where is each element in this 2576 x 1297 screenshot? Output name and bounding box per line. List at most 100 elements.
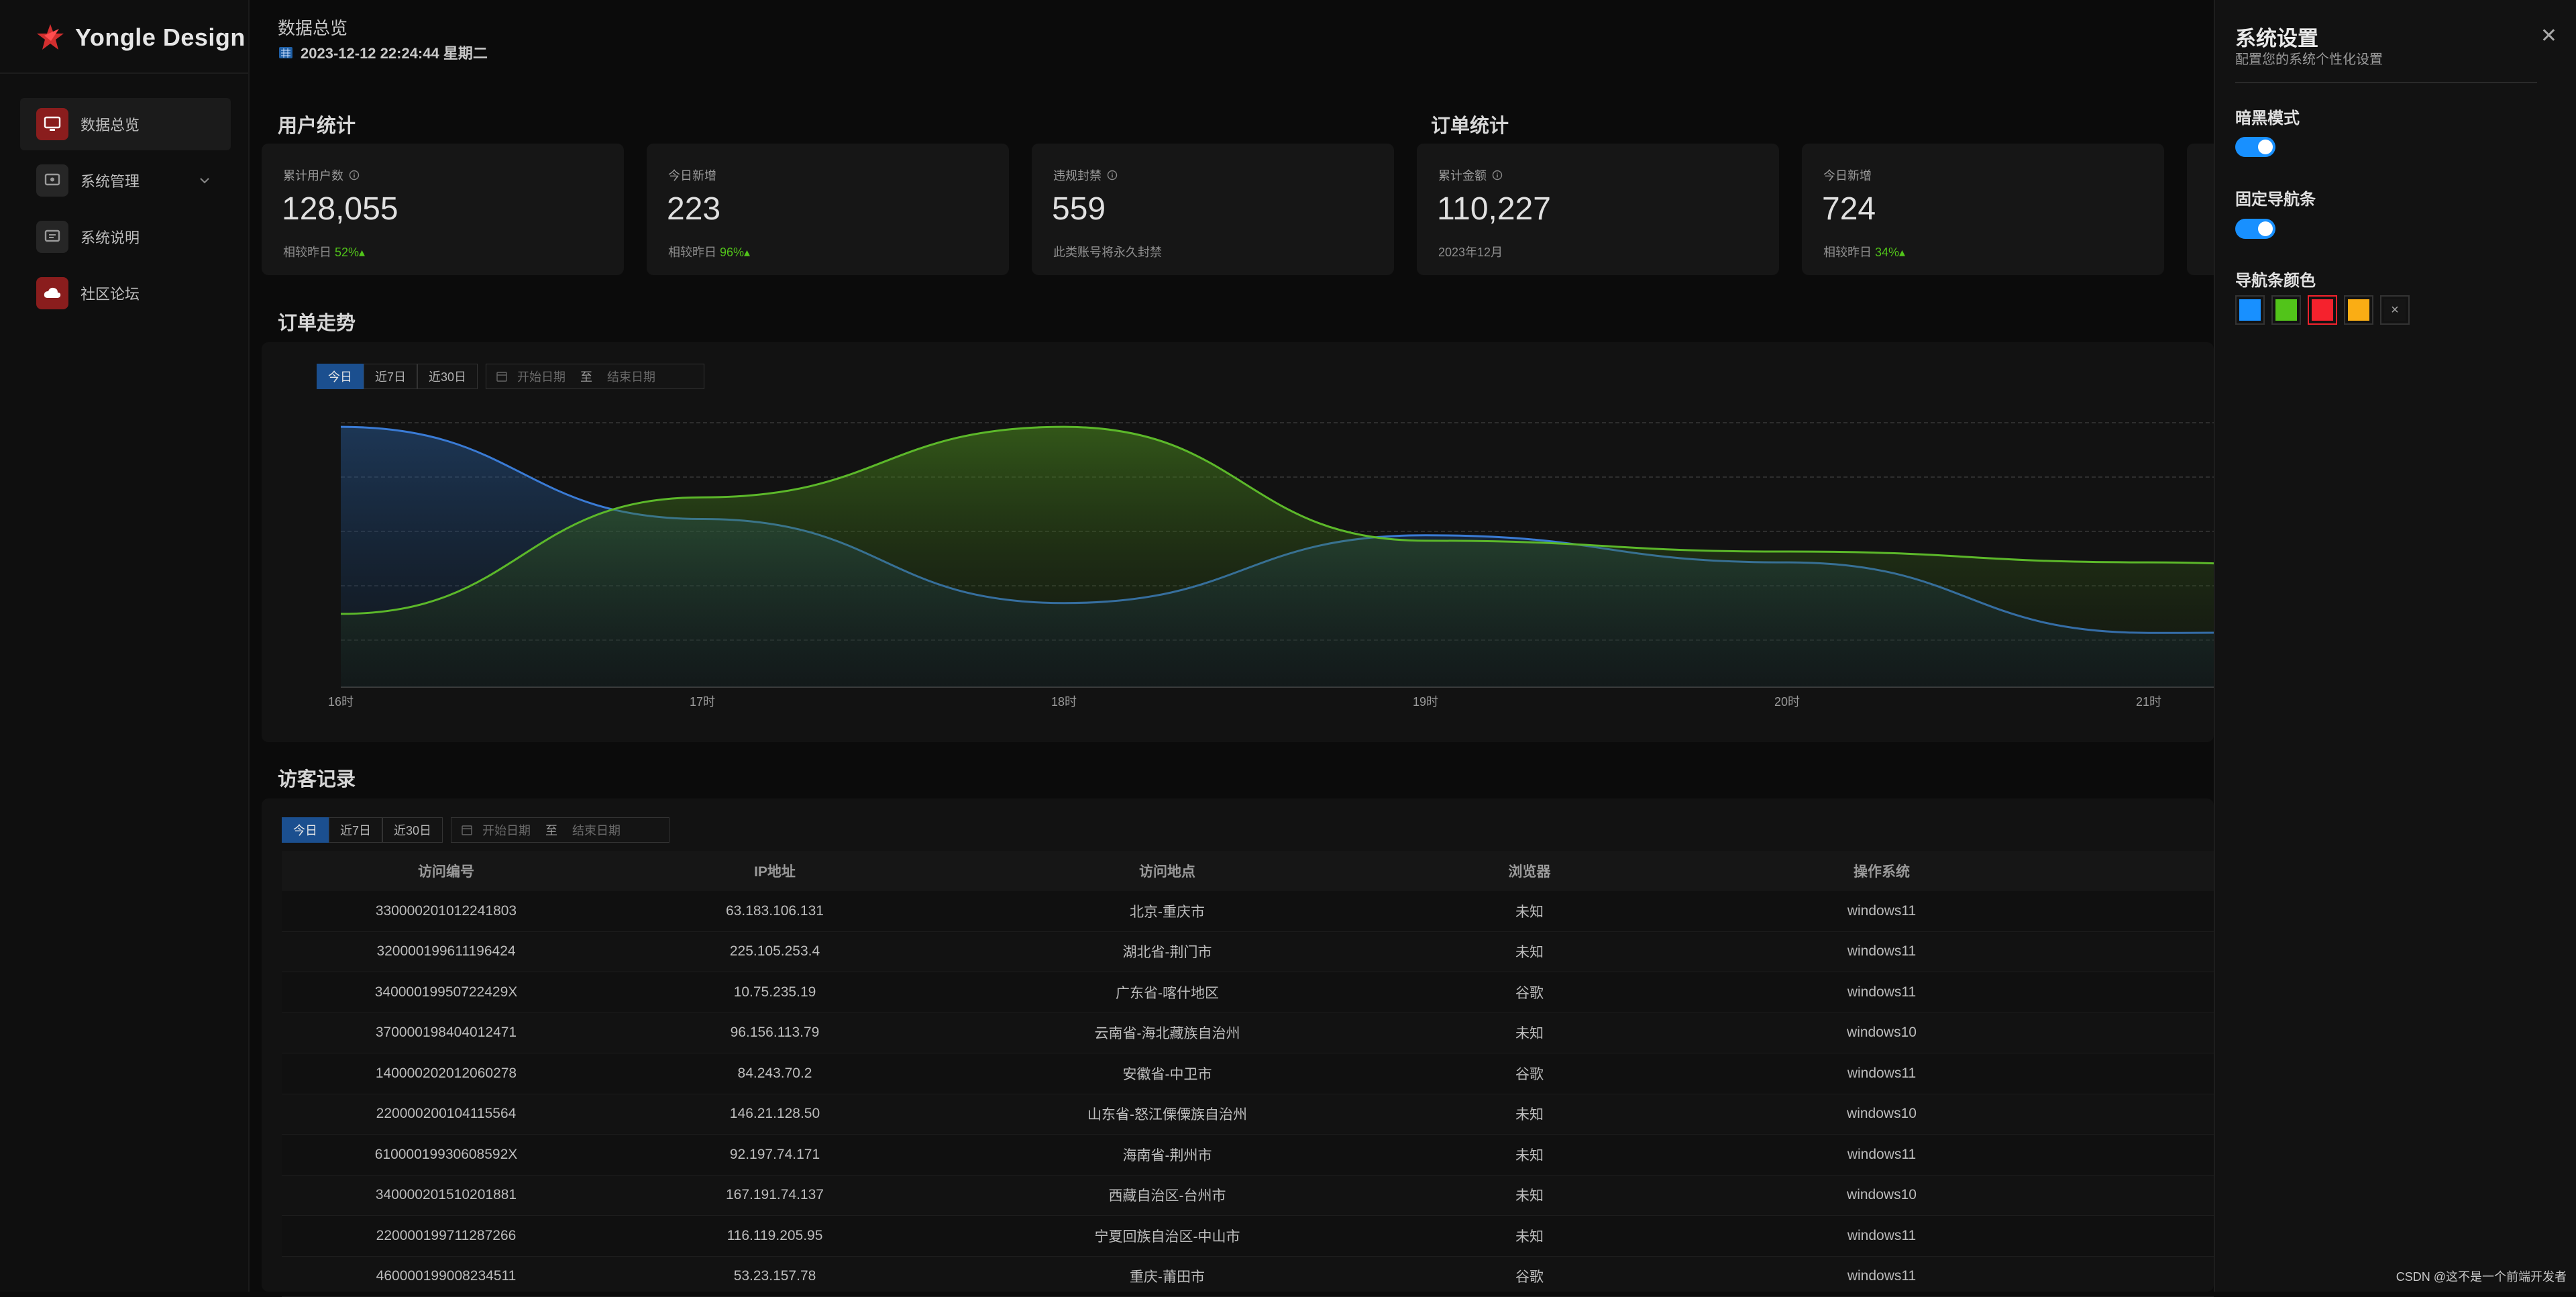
color-swatch-red[interactable] (2308, 295, 2337, 325)
table-cell: 未知 (1395, 901, 1664, 921)
sidebar-item-community[interactable]: 社区论坛 (20, 267, 231, 319)
sidebar-item-label: 社区论坛 (80, 282, 140, 304)
stat-label: 今日新增 (1823, 166, 1872, 184)
monitor-icon (36, 108, 68, 140)
table-cell: 63.183.106.131 (610, 903, 939, 919)
trend-up-icon: ▴ (359, 246, 365, 259)
trend-percent: 34% (1875, 246, 1899, 259)
table-cell: 未知 (1395, 1023, 1664, 1043)
table-cell: 云南省-海北藏族自治州 (939, 1023, 1395, 1043)
column-header[interactable]: 浏览器 (1395, 861, 1664, 881)
table-cell: 96.156.113.79 (610, 1025, 939, 1041)
table-cell: 61000019930608592X (282, 1147, 610, 1163)
table-cell: 谷歌 (1395, 1063, 1664, 1084)
sidebar-item-label: 系统说明 (80, 226, 140, 248)
order-trend-title: 订单走势 (278, 307, 356, 335)
info-icon[interactable] (1107, 170, 1118, 180)
trend-percent: 96% (720, 246, 744, 259)
table-cell: 340000201510201881 (282, 1187, 610, 1203)
date-separator: 至 (545, 821, 557, 839)
fixed-nav-label: 固定导航条 (2235, 186, 2316, 209)
table-cell: 370000198404012471 (282, 1025, 610, 1041)
table-cell: 北京-重庆市 (939, 901, 1395, 921)
table-cell: windows11 (1664, 1147, 2100, 1163)
sidebar-item-label: 系统管理 (80, 170, 140, 191)
table-cell: 安徽省-中卫市 (939, 1063, 1395, 1084)
app-name: Yongle Design (75, 23, 246, 52)
tab-today[interactable]: 今日 (282, 817, 329, 843)
color-swatch-orange[interactable] (2344, 295, 2373, 325)
stat-value: 223 (667, 191, 720, 227)
dark-mode-toggle[interactable] (2235, 137, 2275, 157)
table-cell: 山东省-怒江傈僳族自治州 (939, 1104, 1395, 1124)
table-cell: 460000199008234511 (282, 1268, 610, 1284)
order-stats-title: 订单统计 (1431, 110, 1509, 138)
stat-value: 724 (1822, 191, 1876, 227)
column-header[interactable]: IP地址 (610, 861, 939, 881)
tab-7-days[interactable]: 近7日 (329, 817, 382, 843)
fixed-nav-toggle[interactable] (2235, 219, 2275, 239)
info-icon[interactable] (349, 170, 360, 180)
current-datetime: 2023-12-12 22:24:44 星期二 (278, 42, 488, 63)
table-cell: windows10 (1664, 1187, 2100, 1203)
stat-value: 559 (1052, 191, 1106, 227)
table-cell: windows11 (1664, 1066, 2100, 1082)
x-tick-label: 16时 (328, 695, 354, 709)
visitor-log-filter: 今日 近7日 近30日 开始日期 至 结束日期 (282, 817, 669, 843)
settings-subtitle: 配置您的系统个性化设置 (2235, 48, 2383, 68)
column-header[interactable]: 访问地点 (939, 861, 1395, 881)
sidebar-item-dashboard[interactable]: 数据总览 (20, 98, 231, 150)
table-cell: 未知 (1395, 1226, 1664, 1246)
table-cell: 西藏自治区-台州市 (939, 1185, 1395, 1205)
info-icon[interactable] (1492, 170, 1503, 180)
toggle-knob (2258, 140, 2273, 154)
stat-label: 累计金额 (1438, 166, 1503, 184)
date-start-placeholder[interactable]: 开始日期 (482, 821, 531, 839)
watermark: CSDN @这不是一个前端开发者 (2396, 1267, 2567, 1285)
sidebar-item-system-docs[interactable]: 系统说明 (20, 211, 231, 263)
stat-foot: 相较昨日 96%▴ (668, 243, 750, 260)
table-cell: 宁夏回族自治区-中山市 (939, 1226, 1395, 1246)
cloud-icon (36, 277, 68, 309)
logo-star-icon (35, 22, 66, 53)
stat-foot: 相较昨日 52%▴ (283, 243, 365, 260)
date-end-placeholder[interactable]: 结束日期 (572, 821, 621, 839)
table-cell: 92.197.74.171 (610, 1147, 939, 1163)
column-header[interactable]: 访问编号 (282, 861, 610, 881)
date-range-picker[interactable]: 开始日期 至 结束日期 (451, 817, 669, 843)
trend-up-icon: ▴ (1899, 246, 1905, 259)
stat-card-new-users: 今日新增 223 相较昨日 96%▴ (647, 144, 1009, 275)
table-cell: 广东省-喀什地区 (939, 982, 1395, 1002)
tab-30-days[interactable]: 近30日 (382, 817, 443, 843)
stat-value: 128,055 (282, 191, 398, 227)
table-cell: 未知 (1395, 1145, 1664, 1165)
settings-title: 系统设置 (2235, 21, 2318, 52)
x-tick-label: 19时 (1413, 695, 1438, 709)
table-cell: 84.243.70.2 (610, 1066, 939, 1082)
sidebar-item-system-management[interactable]: 系统管理 (20, 154, 231, 207)
color-swatch-blue[interactable] (2235, 295, 2265, 325)
stat-label: 今日新增 (668, 166, 716, 184)
table-cell: windows11 (1664, 943, 2100, 959)
close-icon[interactable]: ✕ (2540, 24, 2557, 48)
table-cell: 146.21.128.50 (610, 1106, 939, 1122)
clear-color-button[interactable]: × (2380, 295, 2410, 325)
nav-color-options: × (2235, 295, 2410, 325)
table-cell: 53.23.157.78 (610, 1268, 939, 1284)
app-logo[interactable]: Yongle Design (35, 20, 246, 55)
color-swatch-green[interactable] (2271, 295, 2301, 325)
table-cell: 167.191.74.137 (610, 1187, 939, 1203)
table-cell: 10.75.235.19 (610, 984, 939, 1000)
column-header[interactable]: 操作系统 (1664, 861, 2100, 881)
